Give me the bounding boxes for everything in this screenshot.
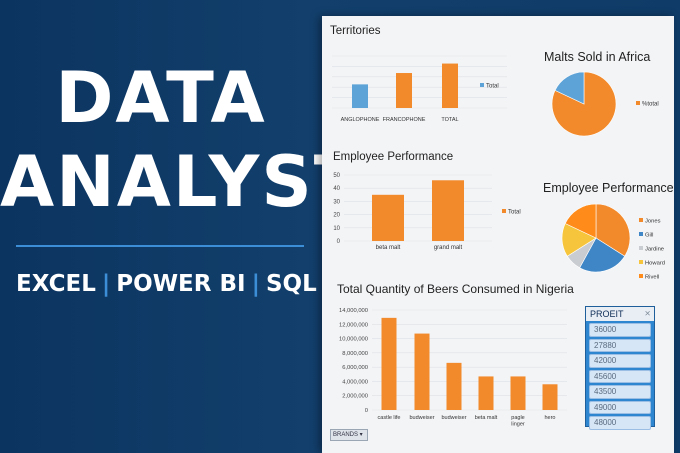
malts-pie-chart: %total (551, 71, 659, 137)
clear-filter-icon[interactable]: ⨯ (644, 309, 651, 318)
beer-bar (542, 384, 558, 410)
tool-sql: SQL (265, 271, 317, 297)
y-tick-label: 4,000,000 (342, 379, 368, 385)
x-tick-label: pagle (511, 415, 524, 421)
slicer-item[interactable]: 48000 (589, 416, 651, 430)
beers-title: Total Quantity of Beers Consumed in Nige… (337, 282, 574, 296)
beer-bar (478, 376, 494, 410)
slicer-item[interactable]: 36000 (589, 323, 651, 337)
legend-label: Jardine (645, 247, 664, 253)
brands-filter-button[interactable]: BRANDS ▾ (330, 429, 368, 441)
employee-pie-chart: Jones Gill Jardine Howard Rivell (561, 203, 665, 281)
x-tick-label: grand malt (434, 245, 463, 251)
tools-line: EXCEL | POWER BI | SQL (16, 266, 317, 302)
legend-label: %total (642, 102, 659, 108)
y-tick-label: 20 (333, 213, 340, 219)
slicer-item[interactable]: 43500 (589, 385, 651, 399)
x-tick-label: linger (511, 422, 525, 428)
x-tick-label: beta malt (376, 245, 401, 251)
divider-line (16, 245, 304, 247)
x-tick-label: castle life (378, 415, 401, 421)
tool-separator: | (101, 271, 111, 297)
legend-swatch (639, 218, 643, 222)
y-tick-label: 0 (337, 239, 341, 245)
legend-label: Gill (645, 233, 653, 239)
headline-analyst: ANALYST (0, 141, 364, 223)
tool-excel: EXCEL (16, 271, 96, 297)
employee-pie-title: Employee Performance (543, 181, 674, 195)
employee-pie-slice (564, 203, 597, 239)
y-tick-label: 12,000,000 (339, 322, 368, 328)
territories-title: Territories (330, 25, 381, 37)
legend-label: Rivell (645, 275, 659, 281)
legend-label: Jones (645, 219, 661, 225)
slicer-item[interactable]: 49000 (589, 400, 651, 414)
beer-bar (446, 362, 462, 410)
legend-swatch (639, 232, 643, 236)
tool-powerbi: POWER BI (116, 271, 246, 297)
x-tick-label: hero (544, 415, 555, 421)
y-tick-label: 14,000,000 (339, 308, 368, 314)
tool-separator: | (251, 271, 260, 297)
beer-bar (510, 376, 526, 410)
dashboard-panel: Territories ANGLOPHONE FRANCOPHONE TOTAL To… (322, 16, 674, 453)
territory-bar (396, 73, 412, 108)
employee-bar (372, 194, 404, 241)
employee-bar-title: Employee Performance (333, 151, 454, 163)
y-tick-label: 8,000,000 (342, 351, 368, 357)
x-tick-label: budweiser (409, 415, 434, 421)
slicer-item[interactable]: 27880 (589, 338, 651, 352)
y-tick-label: 10 (333, 226, 340, 232)
legend-label: Total (508, 210, 521, 216)
employee-pie-slice (579, 237, 626, 273)
headline-data: DATA (55, 57, 267, 139)
x-tick-label: TOTAL (441, 117, 458, 123)
x-tick-label: beta malt (475, 415, 498, 421)
legend-swatch (639, 274, 643, 278)
y-tick-label: 6,000,000 (342, 365, 368, 371)
y-tick-label: 2,000,000 (342, 394, 368, 400)
beers-bar-chart: 14,000,000 12,000,000 10,000,000 8,000,000 6… (339, 308, 567, 428)
slicer-item[interactable]: 42000 (589, 354, 651, 368)
legend-swatch (636, 101, 640, 105)
x-tick-label: FRANCOPHONE (383, 117, 426, 123)
slicer-item[interactable]: 45600 (589, 369, 651, 383)
y-tick-label: 0 (365, 408, 368, 414)
territory-bar (442, 63, 458, 108)
x-tick-label: budweiser (441, 415, 466, 421)
slicer-title: PROEIT (590, 309, 624, 319)
legend-swatch (480, 83, 484, 87)
slicer-header: PROEIT ⨯ (586, 307, 654, 321)
y-tick-label: 30 (333, 199, 340, 205)
employee-bar-chart: 50 40 30 20 10 0 beta malt grand malt Total (333, 173, 521, 251)
malts-title: Malts Sold in Africa (544, 50, 651, 64)
malts-pie-slice (551, 71, 617, 137)
brands-filter-label: BRANDS (333, 432, 359, 438)
profit-slicer[interactable]: PROEIT ⨯ 36000 27880 42000 45600 43500 4… (585, 306, 655, 430)
x-tick-label: ANGLOPHONE (341, 117, 380, 123)
territories-chart: ANGLOPHONE FRANCOPHONE TOTAL Total (332, 55, 507, 123)
territory-bar (352, 84, 368, 108)
legend-swatch (502, 209, 506, 213)
y-tick-label: 40 (333, 186, 340, 192)
employee-bar (432, 180, 464, 241)
malts-pie-slice (554, 71, 585, 105)
legend-swatch (639, 260, 643, 264)
beer-bar (414, 333, 430, 410)
legend-label: Total (486, 84, 499, 90)
legend-label: Howard (645, 261, 665, 267)
beer-bar (381, 317, 397, 410)
y-tick-label: 50 (333, 173, 340, 179)
y-tick-label: 10,000,000 (339, 337, 368, 343)
legend-swatch (639, 246, 643, 250)
